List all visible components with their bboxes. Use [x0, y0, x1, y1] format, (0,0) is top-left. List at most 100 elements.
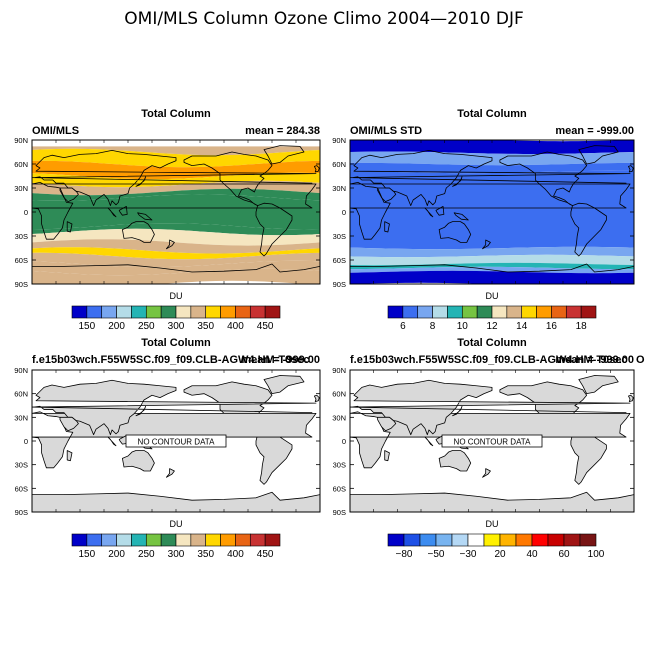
colorbar-cell	[220, 305, 236, 319]
colorbar-cell	[175, 305, 192, 319]
colorbar-tick-label: 250	[138, 549, 155, 560]
colorbar-cell	[387, 305, 404, 319]
no-contour-data-label: NO CONTOUR DATA	[454, 438, 532, 447]
lat-tick-label: 60N	[14, 390, 28, 399]
colorbar-tick-label: 10	[457, 321, 469, 332]
colorbar-tick-label: 300	[168, 549, 185, 560]
colorbar-cell	[447, 305, 463, 319]
panel-mean-label: mean = 284.38	[245, 125, 320, 137]
colorbar-cell	[264, 305, 281, 319]
zonal-band	[350, 270, 634, 284]
colorbar-cell	[145, 305, 162, 319]
zonal-band	[32, 252, 320, 268]
lat-tick-label: 30S	[15, 461, 28, 470]
lat-tick-label: 60N	[332, 160, 346, 169]
map-panel-3: Total Column f.e15b03wch.F55W5SC.f09_f09.…	[14, 337, 321, 560]
panel-title: Total Column	[141, 337, 211, 349]
panel-mean-label: mean = -999.00	[555, 354, 634, 366]
colorbar-tick-label: 60	[558, 549, 570, 560]
colorbar-cell	[499, 533, 517, 547]
map-panel-2: Total Column OMI/MLS STD mean = -999.00 90N…	[332, 108, 635, 332]
colorbar-cell	[515, 533, 533, 547]
lat-tick-label: 60S	[15, 256, 28, 265]
panel-left-label: f.e15b03wch.F55W5SC.f09_f09.CLB-AGW4.HM-…	[32, 354, 310, 366]
lat-tick-label: 60S	[333, 484, 346, 493]
colorbar-cell	[71, 305, 88, 319]
panel-mean-label: mean = -999.00	[555, 125, 634, 137]
colorbar-tick-label: 8	[430, 321, 436, 332]
colorbar-cell	[403, 533, 421, 547]
colorbar-tick-label: 400	[227, 549, 244, 560]
unit-label: DU	[170, 519, 183, 529]
lat-tick-label: 0	[24, 437, 28, 446]
lat-tick-label: 90N	[332, 136, 346, 145]
lat-tick-label: 90S	[15, 508, 28, 517]
zonal-band	[350, 170, 634, 250]
colorbar-cell	[506, 305, 523, 319]
colorbar-cell	[531, 533, 549, 547]
colorbar-cell	[580, 305, 597, 319]
colorbar-cell	[387, 533, 405, 547]
lat-tick-label: 30S	[333, 232, 346, 241]
colorbar-tick-label: 150	[79, 549, 96, 560]
panel-title: Total Column	[457, 108, 527, 120]
colorbar: 150 200 250 300 350 400 450	[71, 533, 281, 560]
panel-left-label: OMI/MLS STD	[350, 125, 422, 137]
colorbar-cell	[249, 305, 266, 319]
zonal-band	[32, 228, 320, 246]
coastlines	[32, 145, 320, 284]
lat-tick-label: 30S	[15, 232, 28, 241]
zonal-band	[32, 223, 320, 236]
map-field	[32, 370, 320, 512]
colorbar-cell	[71, 533, 88, 547]
colorbar-cell	[491, 305, 508, 319]
zonal-band	[32, 160, 320, 180]
colorbar-cell	[565, 305, 582, 319]
lat-tick-label: 30N	[14, 413, 28, 422]
colorbar-cell	[205, 305, 221, 319]
lat-tick-label: 90S	[333, 508, 346, 517]
colorbar-cell	[476, 305, 493, 319]
unit-label: DU	[170, 291, 183, 301]
coastlines	[350, 145, 634, 284]
colorbar-cell	[86, 533, 103, 547]
colorbar-cell	[235, 305, 251, 319]
zonal-band	[350, 254, 634, 266]
colorbar-cell	[116, 305, 132, 319]
colorbar-cell	[461, 305, 478, 319]
colorbar-cell	[131, 305, 147, 319]
colorbar-cell	[451, 533, 469, 547]
colorbar-cell	[205, 533, 221, 547]
zonal-band	[32, 239, 320, 254]
colorbar: 150 200 250 300 350 400 450	[71, 305, 281, 332]
colorbar-cell	[419, 533, 437, 547]
lat-tick-label: 90S	[15, 280, 28, 289]
colorbar-tick-label: 400	[227, 321, 244, 332]
colorbar-cell	[101, 533, 117, 547]
map-field	[32, 140, 320, 284]
colorbar-cell	[160, 305, 177, 319]
lat-tick-label: 90N	[14, 136, 28, 145]
colorbar-cell	[175, 533, 192, 547]
colorbar-cell	[563, 533, 581, 547]
colorbar-tick-label: 450	[257, 549, 274, 560]
colorbar-tick-label: 150	[79, 321, 96, 332]
figure-title: OMI/MLS Column Ozone Climo 2004—2010 DJF	[124, 9, 523, 29]
lat-tick-label: 0	[342, 208, 346, 217]
zonal-band	[350, 140, 634, 154]
colorbar-tick-label: 300	[168, 321, 185, 332]
zonal-band	[350, 162, 634, 174]
panel-title: Total Column	[141, 108, 211, 120]
colorbar-cell	[264, 533, 281, 547]
zonal-band	[350, 262, 634, 270]
colorbar-cell	[116, 533, 132, 547]
colorbar-cell	[521, 305, 537, 319]
lat-tick-label: 0	[24, 208, 28, 217]
lat-tick-label: 30N	[332, 184, 346, 193]
panel-extra-label: O	[636, 354, 645, 366]
panel-left-label: f.e15b03wch.F55W5SC.f09_f09.CLB-AGW4.HM-…	[350, 354, 628, 366]
colorbar-tick-label: 100	[588, 549, 605, 560]
colorbar-cell	[402, 305, 419, 319]
colorbar-cell	[190, 305, 207, 319]
